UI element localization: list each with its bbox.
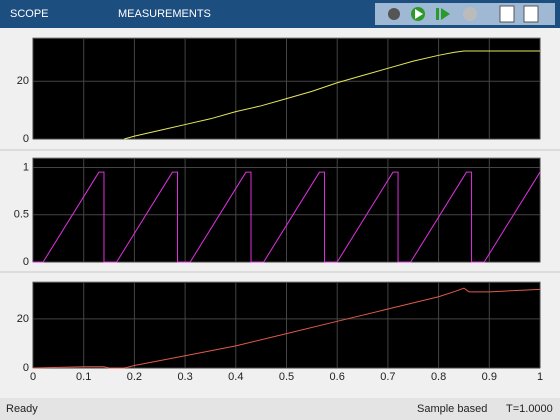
signal-line bbox=[124, 50, 540, 140]
x-tick-label: 0.9 bbox=[482, 371, 497, 383]
step-button[interactable] bbox=[436, 8, 439, 20]
signal-line bbox=[32, 287, 541, 369]
settings-button[interactable] bbox=[388, 8, 400, 20]
x-tick-label: 0 bbox=[30, 371, 36, 383]
y-tick-label: 0 bbox=[23, 133, 29, 145]
stop-button[interactable] bbox=[463, 7, 477, 21]
x-tick-label: 0.1 bbox=[76, 371, 91, 383]
y-tick-label: 0.5 bbox=[14, 209, 29, 221]
step-icon bbox=[441, 8, 450, 20]
tab[interactable]: MEASUREMENTS bbox=[118, 8, 211, 20]
x-tick-label: 1 bbox=[537, 371, 543, 383]
x-tick-label: 0.3 bbox=[177, 371, 192, 383]
x-tick-label: 0.7 bbox=[380, 371, 395, 383]
y-tick-label: 20 bbox=[17, 313, 29, 325]
undock-button[interactable] bbox=[523, 5, 539, 23]
y-tick-label: 0 bbox=[23, 362, 29, 374]
status-text: Ready bbox=[6, 403, 38, 415]
status-bar bbox=[0, 398, 560, 420]
x-tick-label: 0.4 bbox=[228, 371, 243, 383]
status-time: T=1.0000 bbox=[506, 403, 553, 415]
y-tick-label: 20 bbox=[17, 75, 29, 87]
y-tick-label: 1 bbox=[23, 161, 29, 173]
signal-line bbox=[33, 171, 541, 263]
x-tick-label: 0.8 bbox=[431, 371, 446, 383]
help-button[interactable] bbox=[499, 5, 515, 23]
tab[interactable]: SCOPE bbox=[10, 8, 49, 20]
x-tick-label: 0.5 bbox=[279, 371, 294, 383]
status-mode: Sample based bbox=[417, 403, 487, 415]
x-tick-label: 0.6 bbox=[330, 371, 345, 383]
x-tick-label: 0.2 bbox=[127, 371, 142, 383]
run-icon bbox=[415, 9, 423, 19]
y-tick-label: 0 bbox=[23, 256, 29, 268]
